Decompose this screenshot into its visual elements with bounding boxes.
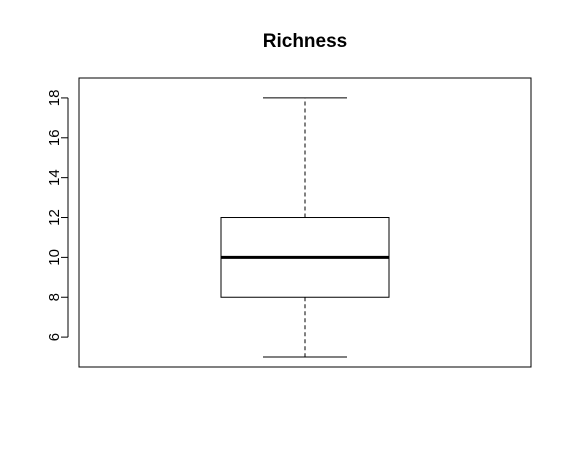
y-tick-label: 12 [46,209,63,226]
y-tick-label: 6 [46,333,63,341]
y-tick-label: 14 [46,169,63,186]
y-tick-label: 16 [46,129,63,146]
y-tick-label: 8 [46,293,63,301]
plot-area: 6 8 10 12 14 16 18 [46,78,531,367]
chart-title: Richness [263,31,347,52]
plot-frame [79,78,531,367]
y-tick-label: 10 [46,249,63,266]
y-tick-label: 18 [46,90,63,107]
